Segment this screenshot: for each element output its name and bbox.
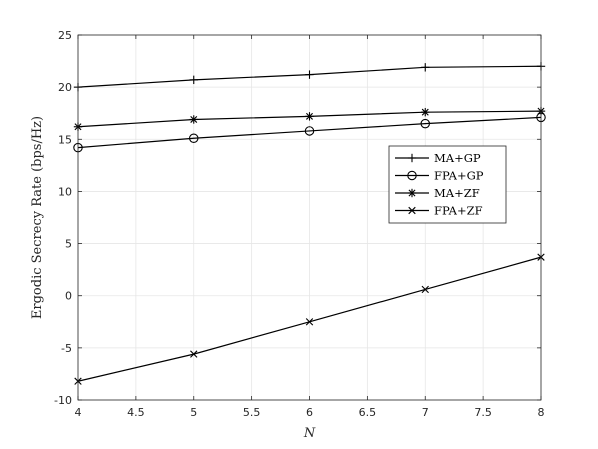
data-point-ma-zf bbox=[189, 115, 198, 124]
data-point-fpa-gp bbox=[189, 133, 199, 143]
y-tick-label: -10 bbox=[54, 394, 72, 407]
ticks: 4 4.5 5 5.5 6 6.5 7 7.5 8 -10 -5 0 5 10 15 20 25 bbox=[54, 29, 544, 419]
y-tick-label: 25 bbox=[58, 29, 72, 42]
y-axis-label: Ergodic Secrecy Rate (bps/Hz) bbox=[30, 116, 45, 319]
x-tick-label: 6.5 bbox=[359, 406, 377, 419]
series-fpa-gp bbox=[73, 112, 546, 153]
x-tick-label: 4 bbox=[75, 406, 82, 419]
series-line-fpa-gp bbox=[77, 116, 542, 149]
legend-marker bbox=[407, 170, 417, 181]
x-tick-label: 5.5 bbox=[243, 406, 261, 419]
legend-item-ma-gp: MA+GP bbox=[395, 151, 481, 165]
data-point-fpa-gp bbox=[304, 126, 315, 136]
data-point-ma-gp bbox=[421, 63, 430, 72]
data-point-ma-gp bbox=[189, 75, 198, 85]
legend-items: MA+GP FPA+GP MA+ZF FPA+ZF bbox=[395, 151, 484, 218]
y-tick-label: 20 bbox=[58, 81, 72, 94]
legend-item-ma-zf: MA+ZF bbox=[395, 186, 480, 200]
data-point-fpa-gp bbox=[420, 118, 430, 129]
x-axis-label: N bbox=[303, 426, 316, 441]
legend-label: FPA+GP bbox=[434, 169, 484, 183]
y-tick-label: 0 bbox=[65, 290, 72, 303]
legend-marker bbox=[407, 188, 417, 198]
x-tick-label: 7 bbox=[422, 406, 429, 419]
x-tick-label: 7.5 bbox=[474, 406, 492, 419]
x-tick-label: 4.5 bbox=[127, 406, 145, 419]
data-point-ma-gp bbox=[305, 70, 314, 79]
legend: MA+GP FPA+GP MA+ZF FPA+ZF bbox=[388, 145, 507, 224]
data-point-fpa-zf bbox=[305, 318, 314, 326]
y-tick-label: -5 bbox=[61, 342, 72, 355]
x-tick-label: 8 bbox=[538, 406, 545, 419]
legend-marker bbox=[407, 153, 417, 163]
y-tick-label: 10 bbox=[58, 185, 72, 198]
legend-marker bbox=[408, 206, 416, 215]
legend-label: MA+ZF bbox=[434, 186, 480, 200]
data-point-ma-zf bbox=[421, 107, 430, 117]
x-tick-label: 5 bbox=[190, 406, 197, 419]
legend-label: FPA+ZF bbox=[434, 204, 483, 218]
legend-item-fpa-gp: FPA+GP bbox=[395, 169, 484, 183]
data-point-fpa-zf bbox=[421, 285, 429, 294]
data-point-fpa-zf bbox=[190, 350, 198, 358]
data-point-ma-zf bbox=[305, 112, 314, 121]
x-tick-label: 6 bbox=[306, 406, 313, 419]
legend-item-fpa-zf: FPA+ZF bbox=[395, 204, 483, 218]
legend-label: MA+GP bbox=[434, 151, 481, 165]
y-tick-label: 15 bbox=[58, 133, 72, 146]
y-tick-label: 5 bbox=[65, 238, 72, 251]
